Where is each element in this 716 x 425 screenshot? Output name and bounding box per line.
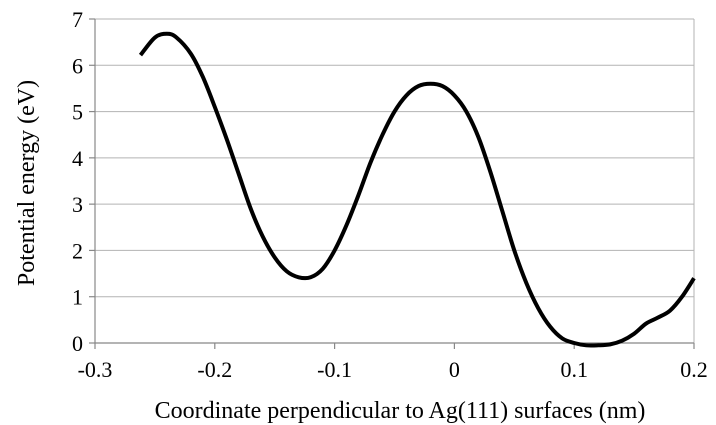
x-tick-label: 0.2 (680, 357, 708, 382)
x-tick-label: 0 (449, 357, 460, 382)
data-series (138, 31, 696, 348)
y-tick-label: 2 (72, 238, 83, 263)
x-tick-label: 0.1 (560, 357, 588, 382)
x-tick-label: -0.2 (197, 357, 232, 382)
y-tick-label: 0 (72, 331, 83, 356)
y-tick-label: 5 (72, 100, 83, 125)
y-tick-label: 3 (72, 192, 83, 217)
x-axis-title: Coordinate perpendicular to Ag(111) surf… (155, 398, 646, 424)
y-tick-label: 6 (72, 53, 83, 78)
y-tick-label: 4 (72, 146, 83, 171)
x-tick-labels: -0.3 -0.2 -0.1 0 0.1 0.2 (78, 357, 708, 382)
plot-frame (89, 18, 695, 349)
series-line-0 (138, 31, 696, 348)
x-tick-label: -0.3 (78, 357, 113, 382)
y-tick-labels: 0 1 2 3 4 5 6 7 (72, 7, 83, 356)
y-tick-label: 1 (72, 285, 83, 310)
x-tick-label: -0.1 (317, 357, 352, 382)
y-axis-title: Potential energy (eV) (14, 80, 40, 286)
y-tick-label: 7 (72, 7, 83, 32)
gridlines (95, 64, 694, 298)
